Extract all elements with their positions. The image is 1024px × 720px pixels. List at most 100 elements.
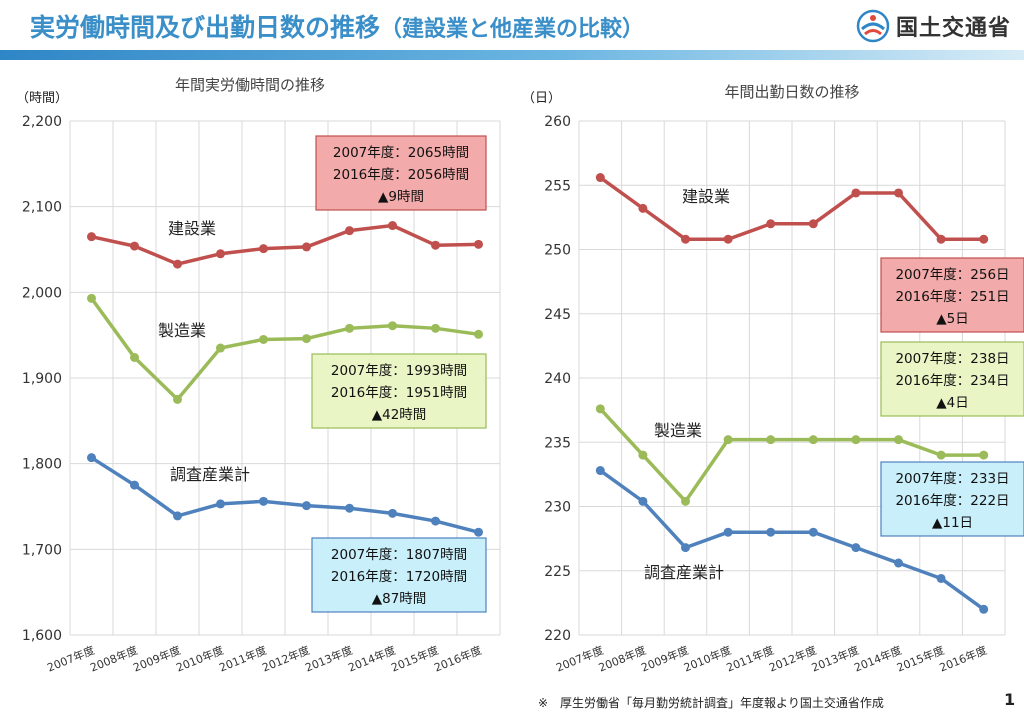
x-tick-label: 2011年度	[724, 643, 776, 675]
data-point	[130, 241, 139, 251]
annotation-text: 2016年度：1951時間	[331, 385, 467, 401]
y-tick-label: 245	[544, 307, 571, 323]
y-tick-label: 2,100	[22, 200, 62, 216]
x-axis-ticks: 2007年度2008年度2009年度2010年度2011年度2012年度2013…	[554, 643, 989, 675]
data-point	[87, 293, 96, 303]
page-title: 実労働時間及び出勤日数の推移（建設業と他産業の比較）	[30, 8, 644, 44]
page-subtitle: （建設業と他産業の比較）	[380, 17, 645, 42]
data-point	[302, 501, 311, 511]
series-line	[90, 297, 479, 402]
data-point	[681, 234, 690, 244]
annotation-text: 2016年度：1720時間	[331, 569, 467, 585]
y-axis-unit-label: （日）	[522, 91, 561, 106]
data-point	[431, 323, 440, 333]
x-tick-label: 2011年度	[217, 643, 269, 675]
data-point	[388, 508, 397, 518]
series-manufacturing	[87, 293, 483, 404]
x-tick-label: 2016年度	[937, 643, 989, 675]
x-tick-label: 2013年度	[809, 643, 861, 675]
y-tick-label: 240	[544, 371, 571, 387]
data-point	[723, 435, 733, 445]
data-point	[808, 527, 818, 537]
data-point	[595, 404, 605, 414]
x-tick-label: 2008年度	[596, 643, 648, 675]
series-label: 製造業	[158, 321, 206, 340]
series-label: 建設業	[682, 187, 730, 206]
series-line	[599, 176, 984, 241]
data-point	[681, 543, 690, 553]
annotation-box-bg	[880, 341, 1024, 417]
data-point	[723, 527, 733, 537]
data-point	[936, 573, 946, 583]
y-tick-label: 235	[544, 435, 571, 451]
page-header: 実労働時間及び出勤日数の推移（建設業と他産業の比較） 国土交通省	[0, 0, 1024, 62]
x-tick-label: 2014年度	[346, 643, 398, 675]
y-tick-label: 1,700	[22, 542, 62, 558]
data-point	[216, 343, 225, 353]
x-tick-label: 2016年度	[432, 643, 484, 675]
annotation-text: 2007年度：233日	[895, 471, 1009, 487]
annotation-text: 2007年度：1993時間	[331, 363, 467, 379]
annotation-box-total: 2007年度：1807時間 2016年度：1720時間 ▲87時間	[311, 537, 487, 613]
data-point	[388, 321, 397, 331]
data-point	[216, 249, 225, 259]
annual-hours-chart: 年間実労働時間の推移 （時間） 1,600 1,700 1,800 1,900 2,000 2…	[16, 76, 501, 675]
data-point	[638, 203, 648, 213]
data-point	[894, 435, 903, 445]
data-point	[638, 450, 648, 460]
y-axis-ticks: 220 225 230 235 240 245 250 255 260	[544, 114, 571, 644]
annotation-text: 2007年度：2065時間	[333, 145, 469, 161]
data-point	[851, 435, 861, 445]
x-axis-ticks: 2007年度2008年度2009年度2010年度2011年度2012年度2013…	[45, 643, 484, 675]
data-point	[681, 496, 690, 506]
x-tick-label: 2008年度	[88, 643, 140, 675]
annotation-text: ▲42時間	[372, 407, 427, 423]
annotation-text: ▲9時間	[378, 189, 424, 205]
annotation-text: ▲4日	[936, 395, 968, 411]
data-point	[979, 604, 989, 614]
data-point	[595, 173, 605, 183]
data-point	[130, 480, 139, 490]
data-point	[474, 329, 483, 339]
series-total	[595, 466, 989, 614]
data-point	[431, 240, 440, 250]
annotation-box-bg	[315, 135, 487, 211]
annual-workdays-chart: 年間出勤日数の推移（日）2202252302352402452502552602…	[522, 83, 1024, 675]
x-tick-label: 2007年度	[554, 643, 606, 675]
annotation-box-construction: 2007年度：256日 2016年度：251日 ▲5日	[880, 257, 1024, 333]
data-point	[766, 527, 776, 537]
series-manufacturing	[595, 404, 989, 506]
chart-title: 年間出勤日数の推移	[724, 83, 859, 101]
x-tick-label: 2015年度	[895, 643, 947, 675]
data-point	[851, 188, 861, 198]
data-point	[173, 394, 182, 404]
data-point	[345, 323, 354, 333]
data-point	[979, 234, 989, 244]
y-tick-label: 230	[544, 500, 571, 516]
data-point	[638, 496, 648, 506]
data-point	[474, 239, 483, 249]
y-tick-label: 260	[544, 114, 571, 130]
header-divider	[0, 50, 1024, 60]
annotation-box-bg	[311, 353, 487, 429]
series-label: 建設業	[168, 219, 216, 238]
y-tick-label: 1,800	[22, 457, 62, 473]
series-line	[90, 456, 479, 534]
annotation-box-bg	[311, 537, 487, 613]
annotation-text: 2007年度：238日	[895, 351, 1009, 367]
data-point	[259, 334, 268, 344]
annotation-text: 2016年度：222日	[895, 493, 1009, 509]
data-point	[302, 334, 311, 344]
data-point	[894, 188, 903, 198]
x-tick-label: 2010年度	[682, 643, 734, 675]
annotation-text: 2016年度：251日	[895, 289, 1009, 305]
annotation-box-total: 2007年度：233日 2016年度：222日 ▲11日	[880, 461, 1024, 537]
series-total	[87, 453, 483, 537]
data-point	[173, 511, 182, 521]
data-point	[173, 259, 182, 269]
annotation-box-manufacturing: 2007年度：1993時間 2016年度：1951時間 ▲42時間	[311, 353, 487, 429]
series-line	[91, 223, 479, 266]
y-axis-unit-label: （時間）	[16, 91, 68, 106]
data-point	[595, 466, 605, 476]
series-label: 調査産業計	[644, 563, 724, 582]
